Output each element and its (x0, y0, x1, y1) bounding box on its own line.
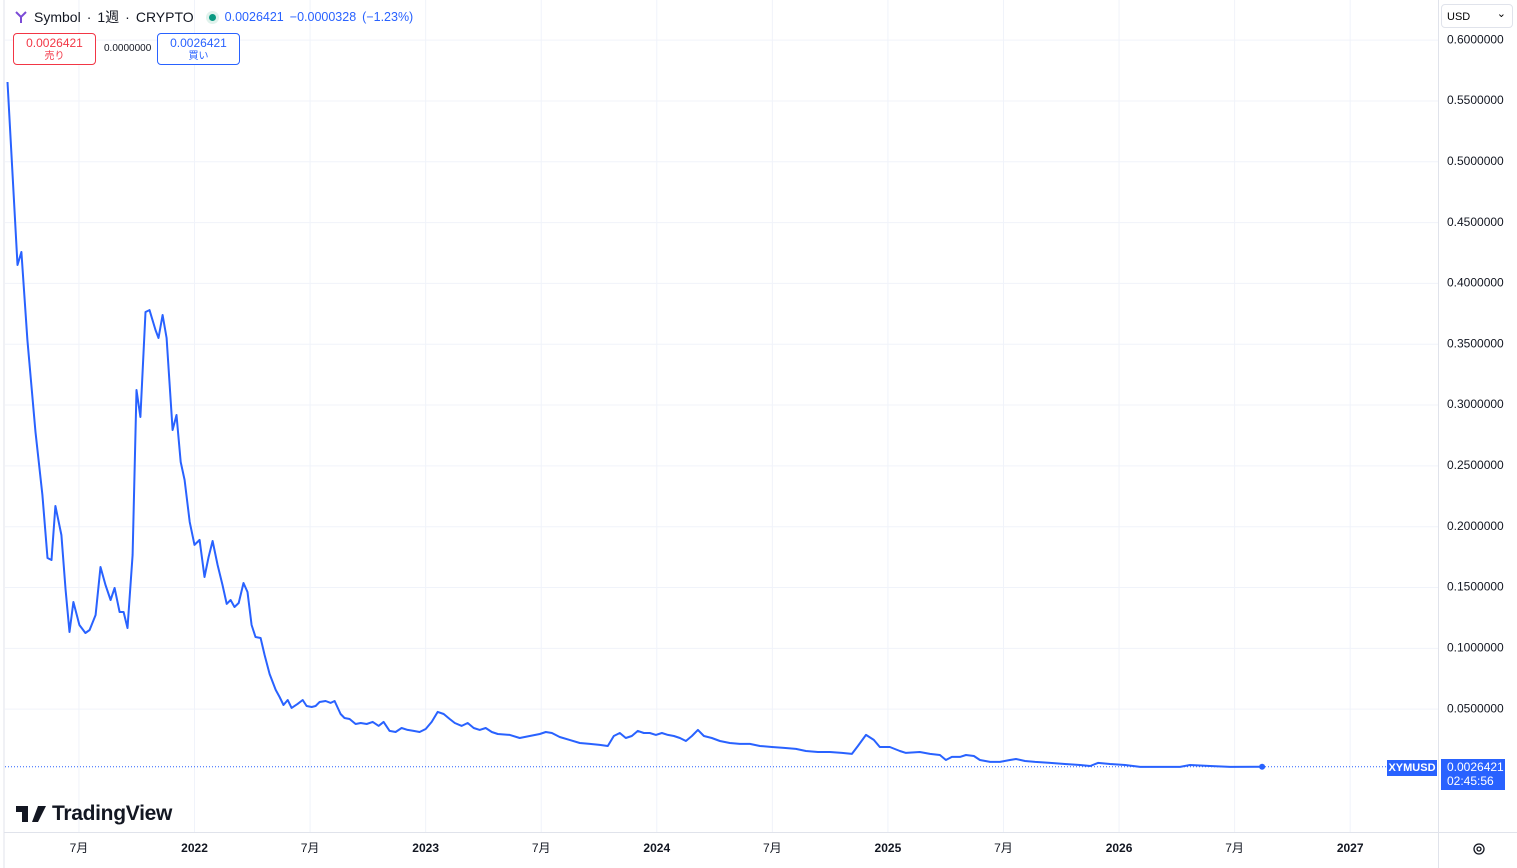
y-tick-label: 0.2000000 (1447, 519, 1504, 533)
x-tick-label: 7月 (532, 841, 551, 855)
brand-name: TradingView (52, 802, 173, 825)
x-tick-label: 7月 (301, 841, 320, 855)
y-tick-label: 0.4500000 (1447, 215, 1504, 229)
countdown: 02:45:56 (1447, 774, 1494, 788)
x-tick-label: 7月 (70, 841, 89, 855)
last-price: 0.0026421 (224, 10, 284, 24)
buy-price: 0.0026421 (170, 36, 227, 50)
x-tick-label: 2027 (1337, 841, 1364, 855)
last-point (1259, 763, 1266, 770)
price-tag-value: 0.0026421 (1447, 760, 1504, 774)
spread: 0.0000000 (104, 43, 152, 54)
y-tick-label: 0.3000000 (1447, 397, 1504, 411)
sep: · (86, 9, 92, 25)
sell-button[interactable]: 0.0026421 売り (13, 33, 96, 65)
x-tick-label: 7月 (1225, 841, 1244, 855)
gear-hub (1476, 846, 1482, 852)
x-tick-label: 7月 (763, 841, 782, 855)
price-tag: 0.0026421 02:45:56 (1441, 759, 1505, 790)
x-tick-label: 7月 (994, 841, 1013, 855)
change: −0.0000328 (289, 10, 357, 24)
currency-select[interactable]: USD (1441, 2, 1513, 28)
settings-icon[interactable] (1473, 843, 1485, 855)
y-tick-label: 0.0500000 (1447, 701, 1504, 715)
x-tick-label: 2022 (181, 841, 208, 855)
x-tick-label: 2025 (875, 841, 902, 855)
y-tick-label: 0.5500000 (1447, 93, 1504, 107)
x-tick-label: 2024 (643, 841, 670, 855)
legend: Symbol · 1週 · CRYPTO 0.0026421 −0.0000328 … (14, 7, 413, 27)
symbol[interactable]: Symbol (34, 9, 81, 25)
x-tick-label: 2026 (1106, 841, 1133, 855)
exchange: CRYPTO (135, 9, 194, 25)
gear (1473, 843, 1485, 855)
buy-label: 買い (188, 51, 209, 62)
y-tick-label: 0.2500000 (1447, 458, 1504, 472)
buy-button[interactable]: 0.0026421 買い (157, 33, 240, 65)
y-tick-label: 0.1500000 (1447, 580, 1504, 594)
y-tick-label: 0.6000000 (1447, 32, 1504, 46)
brand-logo: TradingView (16, 802, 172, 826)
y-tick-label: 0.3500000 (1447, 336, 1504, 350)
y-tick-label: 0.1000000 (1447, 640, 1504, 654)
sell-price: 0.0026421 (26, 36, 83, 50)
interval[interactable]: 1週 (97, 9, 120, 25)
x-tick-label: 2023 (412, 841, 439, 855)
y-tick-label: 0.4000000 (1447, 276, 1504, 290)
status-dot (205, 10, 219, 24)
price-line (6, 81, 1263, 768)
brand-mark (16, 806, 46, 822)
symbol-icon (15, 11, 27, 23)
change-percent: (−1.23%) (362, 10, 414, 24)
y-tick-label: 0.5000000 (1447, 154, 1504, 168)
ticker-tag: XYMUSD (1387, 760, 1437, 776)
sep: · (125, 9, 130, 25)
sell-label: 売り (44, 51, 65, 62)
